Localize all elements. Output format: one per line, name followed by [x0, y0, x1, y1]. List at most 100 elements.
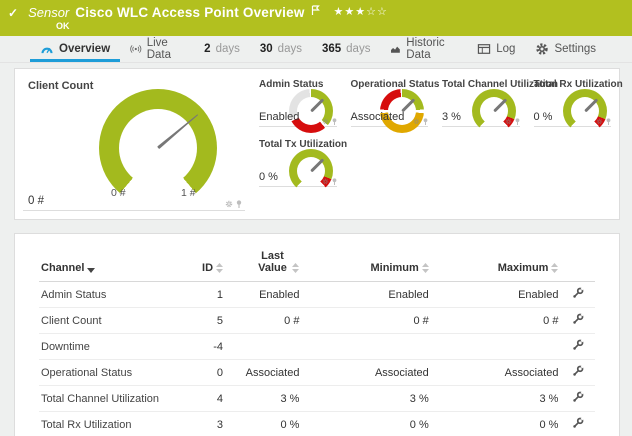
- last-value: 0 %: [225, 411, 302, 436]
- pin-icon[interactable]: [606, 118, 611, 125]
- wrench-icon[interactable]: [572, 312, 585, 325]
- status-badge: OK: [56, 21, 70, 31]
- maximum-value: 0 %: [430, 411, 561, 436]
- tab-2-days[interactable]: 2 days: [204, 43, 240, 55]
- pin-icon[interactable]: [423, 118, 428, 125]
- pin-icon[interactable]: [236, 200, 242, 208]
- tab-settings[interactable]: Settings: [525, 36, 606, 62]
- gear-icon[interactable]: [225, 200, 233, 208]
- gauge-value: 0 %: [259, 171, 278, 183]
- total-channel-utilization-gauge: [471, 89, 516, 133]
- gear-icon[interactable]: [596, 118, 603, 125]
- channel-table: Channel ID Last Value Minimum Maximum: [39, 244, 595, 436]
- sensor-header-bar: ✓ Sensor Cisco WLC Access Point Overview…: [0, 0, 632, 36]
- tab-365-days[interactable]: 365 days: [321, 43, 371, 55]
- pin-icon[interactable]: [332, 118, 337, 125]
- column-header-minimum[interactable]: Minimum: [301, 244, 431, 282]
- column-header-tools: [560, 244, 595, 282]
- broadcast-icon: [130, 45, 142, 53]
- gauge-value: 0 #: [28, 195, 44, 207]
- gear-icon[interactable]: [322, 118, 329, 125]
- channel-id: 1: [174, 281, 226, 308]
- channel-name: Operational Status: [39, 359, 175, 386]
- total-tx-utilization-gauge: [288, 149, 333, 193]
- area-chart-icon: [391, 46, 401, 53]
- sort-desc-icon: [87, 268, 96, 273]
- table-row: Downtime -4: [39, 333, 595, 360]
- small-gauges-grid: Admin Status Enabled Operational Status …: [259, 75, 623, 213]
- wrench-icon[interactable]: [572, 390, 585, 403]
- channel-name: Admin Status: [39, 281, 175, 308]
- sort-arrows-icon: [551, 263, 559, 273]
- minimum-value: 0 %: [301, 411, 431, 436]
- channel-id: 5: [174, 307, 226, 334]
- gauges-card: Client Count 0 # 1 # 0 # Admin Status En…: [14, 68, 623, 220]
- column-header-channel[interactable]: Channel: [39, 244, 175, 282]
- pin-icon[interactable]: [515, 118, 520, 125]
- total-tx-utilization-gauge-panel[interactable]: Total Tx Utilization 0 %: [259, 139, 347, 193]
- operational-status-gauge-panel[interactable]: Operational Status Associated: [350, 79, 439, 133]
- minimum-value: 0 #: [301, 307, 431, 334]
- table-header-row: Channel ID Last Value Minimum Maximum: [39, 244, 595, 282]
- channel-table-card: Channel ID Last Value Minimum Maximum: [14, 233, 620, 436]
- table-row: Total Channel Utilization 4 3 % 3 % 3 %: [39, 385, 595, 412]
- minimum-value: Associated: [301, 359, 431, 386]
- gauge-max-label: 1 #: [181, 187, 196, 199]
- channel-id: 4: [174, 385, 226, 412]
- channel-name: Total Channel Utilization: [39, 385, 175, 412]
- gear-icon[interactable]: [322, 178, 329, 185]
- channel-name: Total Rx Utilization: [39, 411, 175, 436]
- last-value: [225, 333, 302, 360]
- gear-icon: [536, 43, 549, 55]
- priority-stars[interactable]: ★★★☆☆: [333, 6, 388, 18]
- tab-30-days[interactable]: 30 days: [259, 43, 302, 55]
- sort-arrows-icon: [421, 263, 429, 273]
- gauge-title: Client Count: [28, 80, 94, 92]
- channel-id: -4: [174, 333, 226, 360]
- table-row: Operational Status 0 Associated Associat…: [39, 359, 595, 386]
- client-count-gauge-panel[interactable]: Client Count 0 # 1 # 0 #: [23, 75, 245, 211]
- wrench-icon[interactable]: [572, 338, 585, 351]
- last-value: Enabled: [225, 281, 302, 308]
- tab-overview[interactable]: Overview: [30, 36, 121, 62]
- wrench-icon[interactable]: [572, 364, 585, 377]
- minimum-value: Enabled: [301, 281, 431, 308]
- pin-icon[interactable]: [332, 178, 337, 185]
- sort-arrows-icon: [292, 263, 300, 273]
- channel-id: 3: [174, 411, 226, 436]
- tab-live-data[interactable]: Live Data: [120, 36, 194, 62]
- channel-name: Downtime: [39, 333, 175, 360]
- check-icon: ✓: [8, 5, 19, 20]
- column-header-last-value[interactable]: Last Value: [225, 244, 302, 282]
- maximum-value: 0 #: [430, 307, 561, 334]
- gauge-value: Enabled: [259, 111, 300, 123]
- minimum-value: [301, 333, 431, 360]
- maximum-value: Enabled: [430, 281, 561, 308]
- wrench-icon[interactable]: [572, 286, 585, 299]
- tab-log[interactable]: Log: [467, 36, 525, 62]
- gauge-value: 0 %: [533, 111, 553, 123]
- column-header-maximum[interactable]: Maximum: [430, 244, 561, 282]
- table-row: Admin Status 1 Enabled Enabled Enabled: [39, 281, 595, 308]
- log-table-icon: [478, 44, 491, 54]
- maximum-value: 3 %: [430, 385, 561, 412]
- sensor-kind-label: Sensor: [28, 5, 70, 20]
- gauge-value: Associated: [350, 111, 405, 123]
- page-title: Cisco WLC Access Point Overview: [75, 5, 305, 20]
- maximum-value: Associated: [430, 359, 561, 386]
- last-value: 3 %: [225, 385, 302, 412]
- admin-status-gauge-panel[interactable]: Admin Status Enabled: [259, 79, 337, 133]
- last-value: Associated: [225, 359, 302, 386]
- flag-icon[interactable]: [311, 5, 320, 16]
- maximum-value: [430, 333, 561, 360]
- column-header-id[interactable]: ID: [174, 244, 226, 282]
- tab-historic-data[interactable]: Historic Data: [380, 36, 467, 62]
- wrench-icon[interactable]: [572, 416, 585, 429]
- total-rx-utilization-gauge-panel[interactable]: Total Rx Utilization 0 %: [533, 79, 623, 133]
- total-rx-utilization-gauge: [563, 89, 607, 133]
- total-channel-utilization-gauge-panel[interactable]: Total Channel Utilization 3 %: [442, 79, 558, 133]
- gear-icon[interactable]: [505, 118, 512, 125]
- channel-id: 0: [174, 359, 226, 386]
- gear-icon[interactable]: [413, 118, 420, 125]
- client-count-gauge: [99, 89, 217, 207]
